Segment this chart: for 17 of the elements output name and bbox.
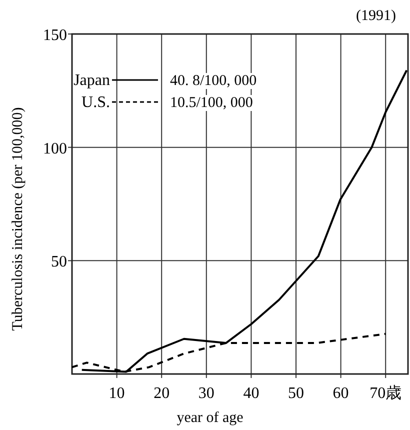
legend-label: Japan: [74, 72, 110, 89]
x-tick-label: 50: [288, 385, 304, 402]
annotation: 10.5/100, 000: [170, 95, 253, 111]
y-tick-label: 150: [43, 27, 67, 44]
legend-label: U.S.: [82, 94, 110, 111]
x-tick-label: 20: [154, 385, 170, 402]
x-axis-title: year of age: [176, 410, 244, 426]
y-tick-label: 50: [51, 254, 67, 271]
y-axis-title: Tuberculosis incidence (per 100,000): [10, 107, 26, 331]
x-tick-label: 30: [198, 385, 214, 402]
x-tick-label: 60: [332, 385, 349, 402]
annotation: 40. 8/100, 000: [170, 73, 257, 89]
x-tick-label: 40: [243, 385, 260, 402]
x-tick-label: 70歳: [370, 384, 402, 402]
chart-title: (1991): [356, 8, 396, 24]
x-tick-label: 10: [108, 385, 125, 402]
y-tick-label: 100: [43, 140, 67, 158]
